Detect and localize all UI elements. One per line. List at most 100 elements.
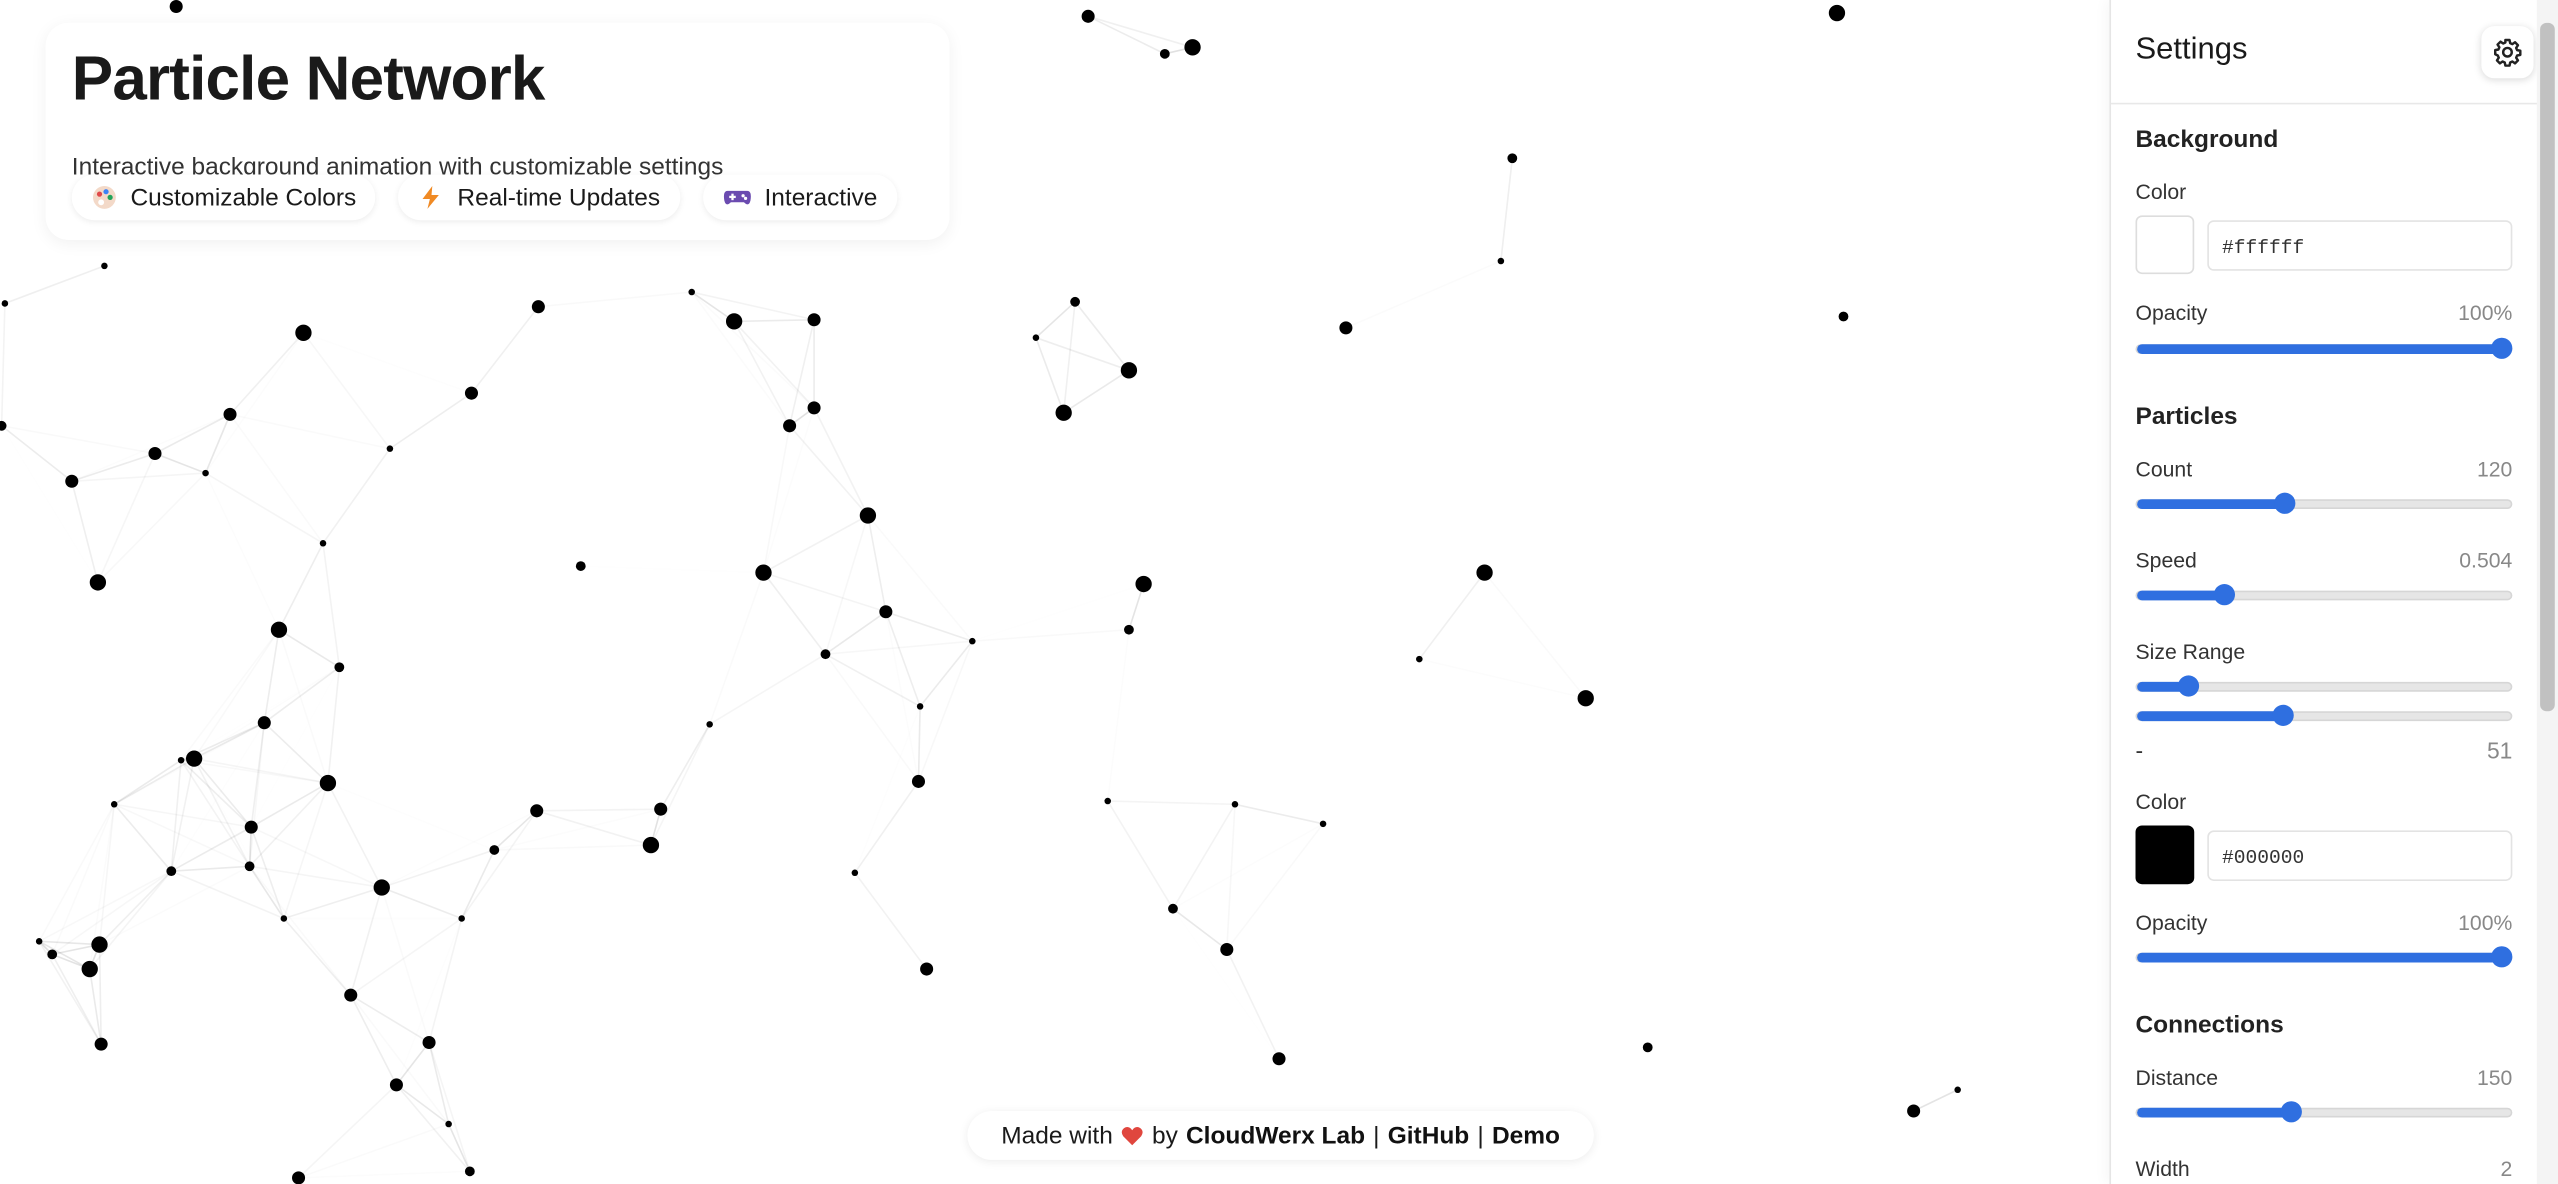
connection bbox=[460, 849, 496, 919]
particle bbox=[344, 988, 358, 1002]
connection bbox=[493, 810, 538, 851]
particle bbox=[1184, 39, 1201, 56]
slider[interactable] bbox=[2135, 337, 2513, 359]
connection bbox=[428, 1042, 450, 1125]
connection bbox=[71, 472, 206, 483]
slider[interactable] bbox=[2135, 1101, 2513, 1123]
slider[interactable] bbox=[2135, 675, 2513, 697]
connection bbox=[650, 723, 711, 846]
connection bbox=[38, 940, 102, 1045]
gamepad-icon bbox=[723, 190, 751, 205]
slider[interactable] bbox=[2135, 584, 2513, 606]
particle bbox=[1104, 797, 1111, 805]
connection bbox=[461, 810, 538, 919]
scrollbar[interactable] bbox=[2536, 0, 2558, 1184]
particle bbox=[464, 1166, 475, 1177]
particle bbox=[1032, 334, 1040, 341]
connection bbox=[1500, 158, 1514, 262]
color-swatch[interactable] bbox=[2135, 825, 2195, 885]
connection bbox=[180, 759, 251, 867]
particle bbox=[1828, 4, 1846, 22]
connection bbox=[100, 804, 115, 944]
scroll-thumb[interactable] bbox=[2540, 22, 2555, 712]
connection bbox=[1062, 301, 1076, 413]
connection bbox=[428, 918, 463, 1043]
slider[interactable] bbox=[2135, 492, 2513, 514]
connection bbox=[1234, 803, 1324, 825]
connection bbox=[249, 782, 329, 867]
connection bbox=[788, 425, 869, 517]
connection bbox=[206, 449, 390, 473]
footer: Made with by CloudWerx Lab | GitHub | De… bbox=[967, 1110, 1594, 1160]
particle bbox=[1, 300, 9, 307]
footer-link[interactable]: CloudWerx Lab bbox=[1186, 1121, 1366, 1150]
header-card: Particle Network Interactive background … bbox=[45, 22, 950, 240]
connection bbox=[917, 706, 921, 782]
connection bbox=[1227, 824, 1323, 950]
connection bbox=[263, 722, 329, 784]
particle bbox=[81, 960, 98, 978]
connection bbox=[972, 630, 1129, 641]
connection bbox=[1087, 15, 1166, 55]
particle bbox=[94, 1037, 108, 1051]
connection bbox=[327, 667, 341, 784]
connection bbox=[1107, 800, 1174, 910]
connection bbox=[919, 640, 973, 707]
panel-title: Settings bbox=[2135, 32, 2248, 67]
connection bbox=[101, 871, 171, 1044]
connection bbox=[1418, 572, 1486, 660]
particle bbox=[859, 507, 877, 524]
connection bbox=[322, 448, 391, 544]
slider[interactable] bbox=[2135, 946, 2513, 968]
connection bbox=[1074, 301, 1130, 371]
connection bbox=[299, 1085, 397, 1178]
field-label: Color bbox=[2135, 179, 2187, 204]
connection bbox=[734, 318, 815, 323]
connection bbox=[395, 1084, 450, 1125]
color-swatch[interactable] bbox=[2135, 215, 2195, 275]
slider[interactable] bbox=[2135, 704, 2513, 726]
color-input[interactable]: #000000 bbox=[2207, 830, 2513, 881]
particle bbox=[820, 649, 831, 660]
particle bbox=[91, 936, 108, 953]
particle bbox=[47, 949, 58, 960]
connection bbox=[885, 611, 921, 707]
connection bbox=[692, 292, 790, 426]
particle bbox=[1120, 362, 1138, 379]
connection bbox=[1108, 630, 1129, 801]
particle bbox=[1907, 1104, 1921, 1118]
field-value: 150 bbox=[2476, 1065, 2513, 1090]
particle bbox=[280, 915, 288, 922]
connection bbox=[1346, 261, 1501, 328]
field-label: Color bbox=[2135, 789, 2187, 815]
connection bbox=[395, 1041, 430, 1086]
particle bbox=[65, 474, 79, 488]
footer-link[interactable]: GitHub bbox=[1387, 1121, 1470, 1150]
particle bbox=[177, 756, 185, 764]
connection bbox=[88, 968, 102, 1045]
field-label: Width bbox=[2135, 1156, 2190, 1182]
connection bbox=[250, 782, 329, 828]
field-label: Opacity bbox=[2135, 910, 2208, 935]
badge-label: Real-time Updates bbox=[457, 183, 661, 212]
particle bbox=[148, 447, 162, 461]
connection bbox=[788, 319, 815, 426]
particle bbox=[1416, 655, 1423, 663]
footer-link[interactable]: Demo bbox=[1491, 1121, 1560, 1150]
connection bbox=[1087, 15, 1193, 49]
connection bbox=[885, 611, 973, 642]
connection bbox=[194, 630, 279, 759]
particle bbox=[725, 313, 743, 330]
divider bbox=[2111, 102, 2539, 105]
connection bbox=[249, 865, 382, 889]
particle bbox=[0, 420, 7, 431]
settings-button[interactable] bbox=[2481, 26, 2534, 79]
connection bbox=[248, 827, 253, 867]
particle bbox=[1081, 9, 1095, 23]
color-input[interactable]: #ffffff bbox=[2207, 220, 2513, 271]
connection bbox=[389, 392, 472, 450]
connection bbox=[303, 333, 389, 449]
connection bbox=[251, 667, 339, 827]
connection bbox=[278, 629, 340, 668]
range-max: 51 bbox=[2486, 737, 2513, 764]
